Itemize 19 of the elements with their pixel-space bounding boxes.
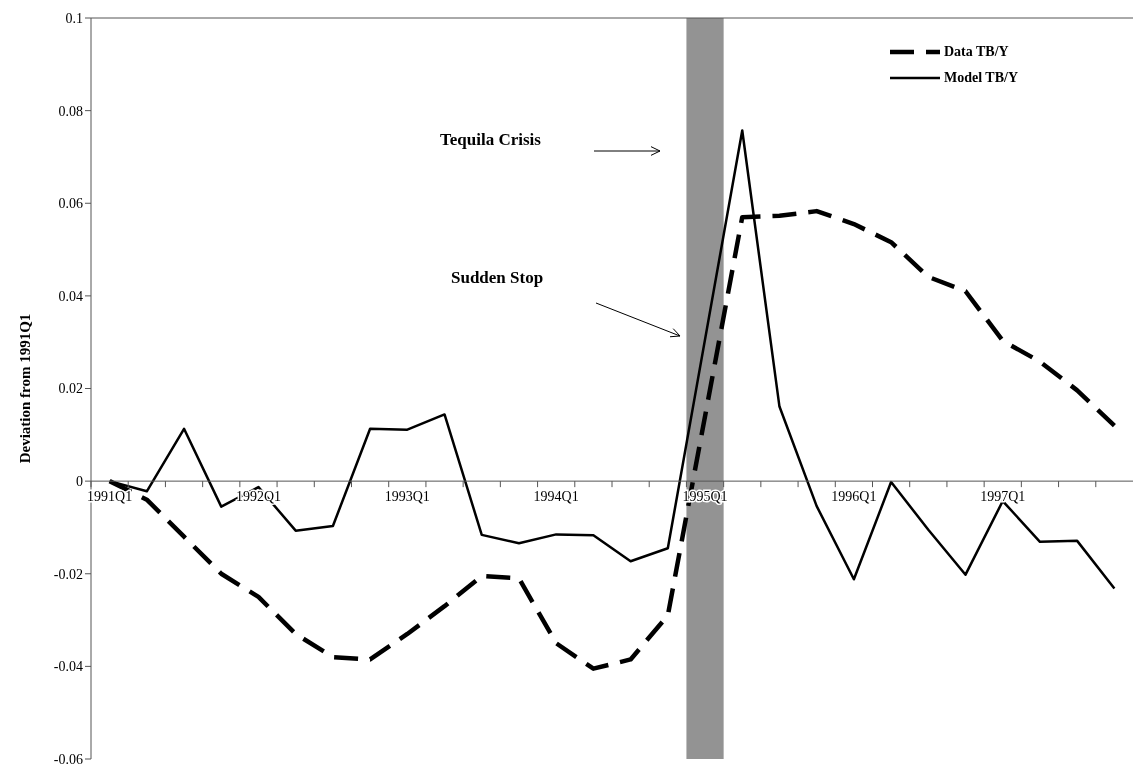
x-tick-label: 1994Q1 (533, 489, 579, 505)
y-tick-label: -0.06 (53, 751, 83, 767)
x-tick-label: 1996Q1 (831, 489, 877, 505)
annotation: Tequila Crisis (440, 130, 541, 150)
legend-label: Model TB/Y (944, 70, 1019, 86)
x-tick-label: 1997Q1 (980, 489, 1026, 505)
y-tick-label: -0.02 (53, 566, 83, 582)
y-axis-title: Deviation from 1991Q1 (17, 313, 34, 464)
y-tick-label: 0.1 (65, 10, 83, 26)
y-tick-label: 0.08 (58, 103, 83, 119)
x-tick-label: 1993Q1 (384, 489, 430, 505)
y-tick-label: 0 (76, 474, 83, 490)
y-tick-label: 0.02 (58, 381, 83, 397)
y-tick-label: -0.04 (53, 659, 83, 675)
y-tick-label: 0.04 (58, 288, 83, 304)
annotation: Sudden Stop (451, 268, 544, 288)
legend-label: Data TB/Y (944, 44, 1009, 60)
y-tick-label: 0.06 (58, 196, 83, 212)
x-tick-label: 1991Q1 (87, 489, 133, 505)
